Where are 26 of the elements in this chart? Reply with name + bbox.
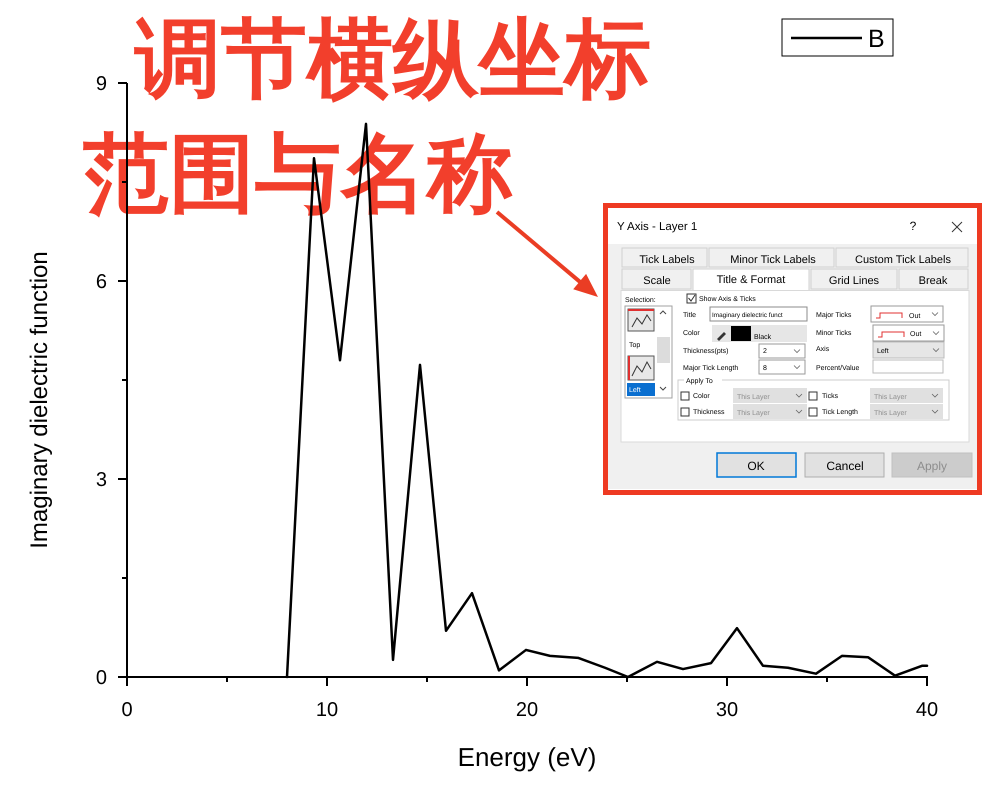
annotation: 调节横纵坐标 bbox=[133, 11, 651, 107]
annotation: Tick Labels bbox=[639, 254, 696, 266]
x-tick-label: 20 bbox=[516, 699, 538, 721]
annotation: OK bbox=[747, 459, 765, 473]
y-tick-label: 9 bbox=[96, 73, 107, 95]
y-tick-label: 3 bbox=[96, 469, 107, 491]
annotation: Title & Format bbox=[716, 274, 786, 286]
legend-label: B bbox=[868, 25, 885, 53]
annotation: Y Axis - Layer 1 bbox=[617, 221, 698, 233]
y-tick-label: 6 bbox=[96, 271, 107, 293]
annotation: Scale bbox=[643, 275, 671, 287]
legend: B bbox=[782, 18, 894, 56]
x-tick-label: 10 bbox=[316, 699, 338, 721]
annotation: Custom Tick Labels bbox=[855, 254, 952, 266]
annotation: Apply bbox=[916, 459, 948, 473]
x-axis-title: Energy (eV) bbox=[458, 742, 596, 772]
annotation: Minor Tick Labels bbox=[730, 254, 816, 266]
annotation: Cancel bbox=[826, 459, 864, 473]
x-tick-label: 40 bbox=[916, 699, 938, 721]
annotation: Break bbox=[918, 275, 948, 287]
x-tick-label: 0 bbox=[121, 699, 133, 721]
x-tick-label: 30 bbox=[716, 699, 738, 721]
y-tick-label: 0 bbox=[96, 667, 107, 689]
annotation: ? bbox=[910, 219, 917, 233]
annotation: Grid Lines bbox=[828, 275, 880, 287]
y-axis-title: Imaginary dielectric function bbox=[26, 251, 53, 549]
